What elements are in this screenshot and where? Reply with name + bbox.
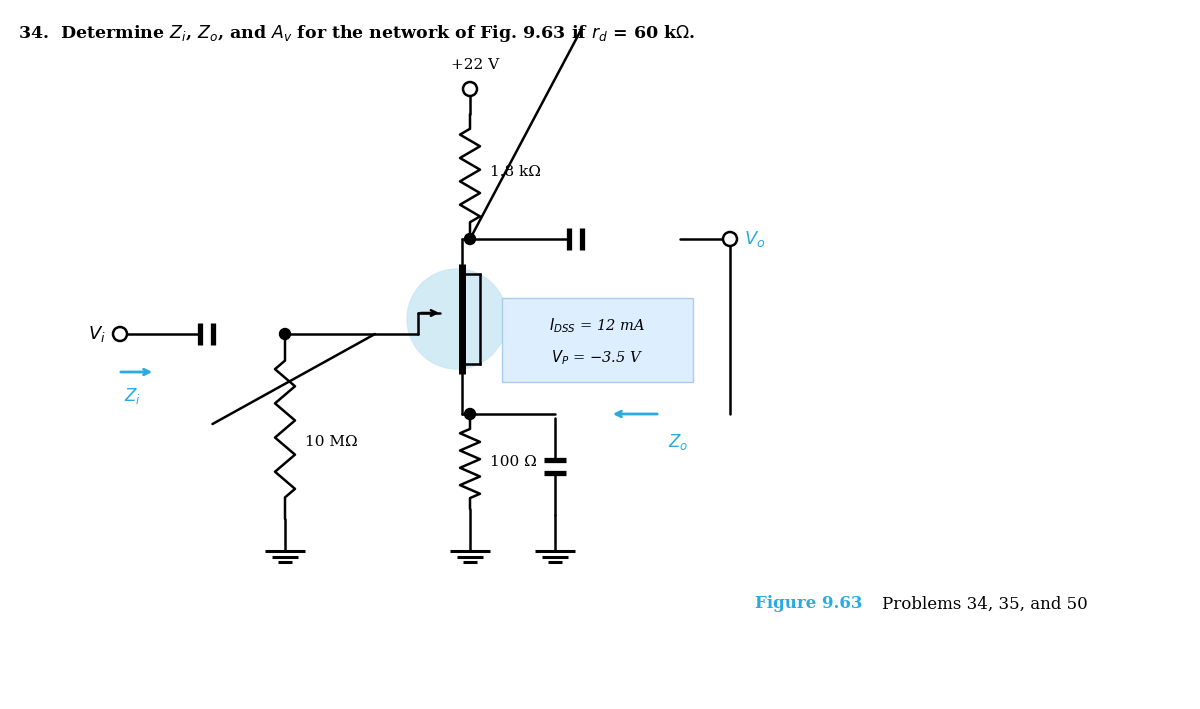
Circle shape: [113, 327, 127, 341]
Text: +22 V: +22 V: [451, 58, 499, 72]
Text: Figure 9.63: Figure 9.63: [755, 596, 863, 613]
Circle shape: [464, 233, 475, 245]
Text: $I_{DSS}$ = 12 mA: $I_{DSS}$ = 12 mA: [550, 317, 646, 335]
Circle shape: [722, 232, 737, 246]
Text: 1.8 kΩ: 1.8 kΩ: [490, 164, 541, 179]
Circle shape: [463, 82, 478, 96]
Text: $V_i$: $V_i$: [89, 324, 106, 344]
Circle shape: [280, 328, 290, 340]
Circle shape: [464, 408, 475, 420]
Text: 34.  Determine $Z_i$, $Z_o$, and $A_v$ for the network of Fig. 9.63 if $r_d$ = 6: 34. Determine $Z_i$, $Z_o$, and $A_v$ fo…: [18, 23, 696, 45]
Text: $V_P$ = $-$3.5 V: $V_P$ = $-$3.5 V: [552, 348, 643, 367]
FancyBboxPatch shape: [502, 298, 694, 382]
Text: $V_o$: $V_o$: [744, 229, 766, 249]
Text: $Z_i$: $Z_i$: [124, 386, 140, 406]
Text: 10 MΩ: 10 MΩ: [305, 435, 358, 450]
Text: 100 Ω: 100 Ω: [490, 454, 536, 469]
Text: $Z_o$: $Z_o$: [668, 432, 689, 452]
Text: Problems 34, 35, and 50: Problems 34, 35, and 50: [882, 596, 1087, 613]
Circle shape: [407, 269, 508, 369]
